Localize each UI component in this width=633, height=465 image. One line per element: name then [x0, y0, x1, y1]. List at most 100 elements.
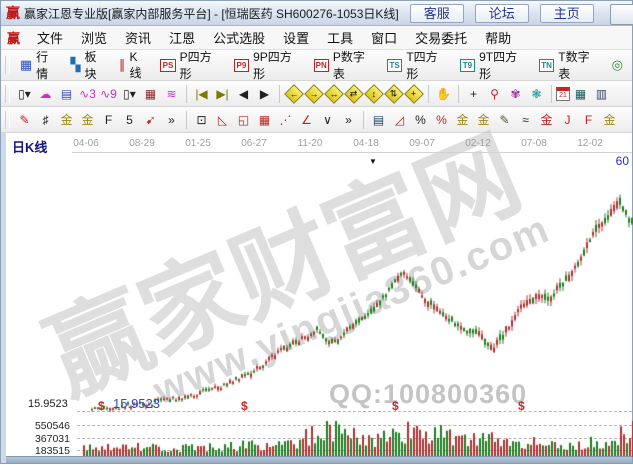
tool-p-number-table[interactable]: PN P数字表 — [308, 48, 381, 82]
date-label: 09-07 — [409, 138, 435, 149]
gold-red-icon[interactable]: 金 — [540, 112, 553, 127]
brain-icon[interactable]: ❃ — [531, 86, 542, 101]
more-tools-1-icon[interactable]: » — [168, 112, 175, 127]
tool-9t-square[interactable]: T9 9T四方形 — [454, 48, 533, 82]
tool-sectors[interactable]: ▚ 板块 — [65, 48, 113, 82]
candle-brush-icon[interactable]: ✎ — [499, 112, 510, 127]
last-page-icon[interactable]: ▶| — [216, 86, 229, 101]
menu-window[interactable]: 窗口 — [371, 31, 398, 46]
toolbar-grip[interactable] — [5, 56, 10, 74]
toolbar-drawing: ✎ ♯ 金金 F 5 ➹» ⊡ ◺ ◱ ▦ ⋰ ∠ ∨» ▤ ◿%% 金金 ✎ ≈ 金 J F 金 — [1, 107, 632, 133]
menu-settings[interactable]: 设置 — [283, 31, 310, 46]
toolbar-separator — [186, 110, 187, 129]
tool-t-number-table[interactable]: TN T数字表 — [533, 48, 606, 82]
tool-quotes[interactable]: ▦ 行情 — [14, 48, 65, 82]
menu-trade[interactable]: 交易委托 — [415, 31, 468, 46]
menu-browse[interactable]: 浏览 — [81, 31, 108, 46]
percent-triangle-icon[interactable]: ◿ — [394, 112, 405, 127]
pattern-cloud-icon[interactable]: ☁ — [39, 86, 52, 101]
swap-horizontal-icon[interactable]: ⇄ — [344, 83, 364, 104]
chart-area: 赢家财富网 www.yingjia360.com QQ:100800360 日K… — [1, 117, 633, 465]
gold-coin-icon[interactable]: 金 — [456, 112, 469, 127]
tool-t-square[interactable]: TS T四方形 — [381, 48, 454, 82]
toolbar-grip[interactable] — [5, 84, 10, 103]
tool-9p-square[interactable]: P9 9P四方形 — [228, 48, 308, 82]
gann-box-fan-icon[interactable]: ◱ — [237, 112, 250, 127]
menu-gann[interactable]: 江恩 — [169, 31, 196, 46]
toolbar-navigation: ▯▾ ☁ ▤ ∿3 ∿9 ▯▾ ▦ ≋ |◀ ▶| ◀ ▶ ← → ↔ ⇄ ↕ ⇅ + ✋ + ⚲ ✾ ❃ 21 ▦ ▥ — [1, 81, 632, 107]
tool-kline[interactable]: ∥ K线 — [113, 50, 154, 81]
date-label: 11-20 — [297, 138, 323, 149]
gann-gate-gold-2-icon[interactable]: 金 — [81, 112, 94, 127]
crosshair-icon[interactable]: + — [469, 86, 477, 101]
sectors-icon: ▚ — [70, 57, 81, 72]
color-chart-icon[interactable]: ≋ — [166, 86, 177, 101]
zoom-vertical-icon[interactable]: ↕ — [364, 83, 384, 104]
percent-icon[interactable]: % — [415, 112, 426, 127]
gann-box-grid-icon[interactable]: ▦ — [258, 112, 271, 127]
prev-page-icon[interactable]: ◀ — [238, 86, 249, 101]
notebook-icon[interactable]: ▥ — [595, 86, 608, 101]
angle-j-icon[interactable]: J — [564, 112, 571, 127]
kline-period-dropdown-icon[interactable]: ▯▾ — [18, 86, 31, 101]
menu-tools[interactable]: 工具 — [327, 31, 354, 46]
candle-style-dropdown-icon[interactable]: ▯▾ — [123, 86, 136, 101]
fence-icon[interactable]: ♯ — [42, 112, 49, 127]
zoom-right-icon[interactable]: → — [304, 83, 324, 104]
calendar-icon[interactable]: 21 — [556, 86, 570, 101]
swap-vertical-icon[interactable]: ⇅ — [384, 83, 404, 104]
wave-lines-icon[interactable]: ≈ — [522, 112, 529, 127]
volume-axis-tick: 367031 — [34, 433, 70, 445]
toolbar-separator — [458, 84, 459, 103]
brush-icon[interactable]: ✎ — [19, 112, 30, 127]
menu-formula-picker[interactable]: 公式选股 — [213, 31, 266, 46]
volume-axis-tick: 550546 — [34, 420, 70, 432]
angle-f-icon[interactable]: F — [584, 112, 593, 127]
grid-tool-icon[interactable]: ⊡ — [196, 112, 207, 127]
tool-target[interactable]: ◎ — [606, 57, 629, 73]
zoom-all-icon[interactable]: + — [404, 83, 424, 104]
gold-edge-icon[interactable]: 金 — [603, 112, 616, 127]
zoom-left-icon[interactable]: ← — [284, 83, 304, 104]
first-page-icon[interactable]: |◀ — [195, 86, 208, 101]
kline-chart-canvas[interactable] — [6, 133, 633, 465]
v-lines-icon[interactable]: ∨ — [323, 112, 332, 127]
tool-p-square[interactable]: PS P四方形 — [154, 48, 227, 82]
more-tools-2-icon[interactable]: » — [345, 112, 352, 127]
menu-news[interactable]: 资讯 — [125, 31, 152, 46]
wave-9-icon[interactable]: ∿9 — [100, 86, 117, 101]
home-button[interactable]: 主页 — [539, 3, 594, 23]
gate-5-icon[interactable]: 5 — [126, 112, 133, 127]
lantern-icon[interactable]: ✾ — [510, 86, 521, 101]
customer-service-button[interactable]: 客服 — [409, 3, 464, 23]
toolbar-separator — [551, 84, 552, 103]
chart-marker-triangle: ▼ — [369, 157, 377, 166]
rays-icon[interactable]: ⋰ — [279, 112, 292, 127]
toolbar-separator — [363, 110, 364, 129]
zoom-horizontal-icon[interactable]: ↔ — [324, 83, 344, 104]
calculator-icon[interactable]: ▦ — [574, 86, 587, 101]
gold-lines-icon[interactable]: 金 — [477, 112, 490, 127]
gann-fan-icon[interactable]: ◺ — [217, 112, 228, 127]
percent-lines-icon[interactable]: % — [436, 112, 447, 127]
angle-rays-icon[interactable]: ∠ — [301, 112, 312, 127]
gate-f-icon[interactable]: F — [104, 112, 113, 127]
next-page-icon[interactable]: ▶ — [259, 86, 270, 101]
toolbar-grip[interactable] — [5, 110, 10, 129]
gann-gate-gold-1-icon[interactable]: 金 — [60, 112, 73, 127]
minimize-button[interactable] — [610, 4, 633, 25]
magnifier-icon[interactable]: ⚲ — [490, 86, 499, 101]
forum-button[interactable]: 论坛 — [474, 3, 529, 23]
menu-file[interactable]: 文件 — [37, 31, 64, 46]
brick-pattern-icon[interactable]: ▦ — [144, 86, 157, 101]
9p-square-label: 9P四方形 — [253, 50, 292, 81]
menu-help[interactable]: 帮助 — [485, 31, 512, 46]
clipboard-icon[interactable]: ▤ — [60, 86, 73, 101]
t-square-label: T四方形 — [406, 50, 438, 81]
wave-3-icon[interactable]: ∿3 — [79, 86, 96, 101]
rocket-icon[interactable]: ➹ — [145, 112, 156, 127]
hand-drag-icon[interactable]: ✋ — [436, 86, 451, 101]
ruler-icon[interactable]: ▤ — [372, 112, 385, 127]
dollar-mark: $ — [241, 399, 248, 413]
